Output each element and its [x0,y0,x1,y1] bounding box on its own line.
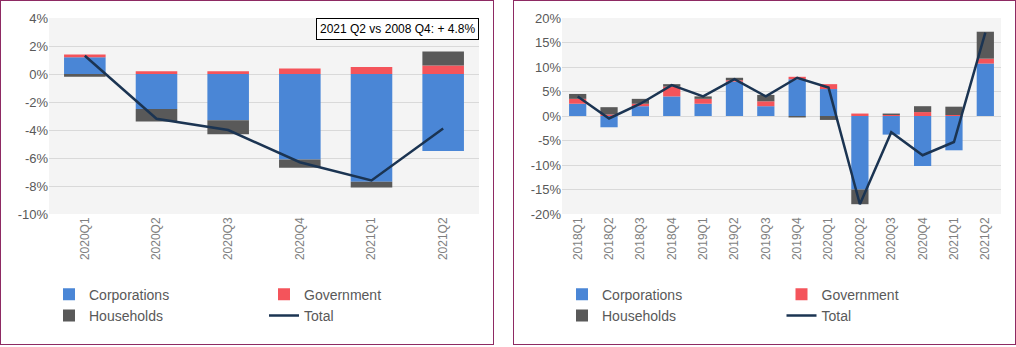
svg-text:2019Q4: 2019Q4 [790,217,804,260]
svg-text:10%: 10% [535,60,561,75]
svg-text:-4%: -4% [25,123,49,138]
svg-text:2021Q2: 2021Q2 [436,217,450,260]
svg-text:Total: Total [822,308,852,324]
svg-text:-8%: -8% [25,179,49,194]
svg-text:Government: Government [304,287,381,303]
svg-text:-20%: -20% [531,207,562,222]
svg-text:2%: 2% [29,39,48,54]
svg-text:2020Q2: 2020Q2 [853,217,867,260]
svg-text:-6%: -6% [25,151,49,166]
svg-text:2020Q2: 2020Q2 [149,217,163,260]
svg-text:2021 Q2 vs 2008 Q4: + 4.8%: 2021 Q2 vs 2008 Q4: + 4.8% [320,22,475,36]
svg-text:2018Q1: 2018Q1 [571,217,585,260]
svg-text:2020Q1: 2020Q1 [78,217,92,260]
svg-text:2018Q3: 2018Q3 [633,217,647,260]
svg-text:2019Q2: 2019Q2 [727,217,741,260]
svg-text:2019Q3: 2019Q3 [759,217,773,260]
svg-text:2020Q3: 2020Q3 [221,217,235,260]
svg-text:-10%: -10% [18,207,49,222]
svg-text:0%: 0% [542,109,561,124]
svg-text:0%: 0% [29,67,48,82]
svg-text:Government: Government [822,287,899,303]
svg-text:-15%: -15% [531,182,562,197]
svg-text:Total: Total [304,308,334,324]
svg-text:-10%: -10% [531,158,562,173]
svg-text:Households: Households [602,308,676,324]
svg-text:2021Q2: 2021Q2 [978,217,992,260]
svg-text:2020Q1: 2020Q1 [821,217,835,260]
svg-text:Corporations: Corporations [89,287,169,303]
svg-text:2018Q4: 2018Q4 [665,217,679,260]
svg-text:2021Q1: 2021Q1 [947,217,961,260]
svg-text:20%: 20% [535,11,561,26]
svg-text:2020Q4: 2020Q4 [916,217,930,260]
svg-text:Households: Households [89,308,163,324]
svg-text:-2%: -2% [25,95,49,110]
svg-text:2020Q4: 2020Q4 [293,217,307,260]
svg-text:2019Q1: 2019Q1 [696,217,710,260]
svg-text:2021Q1: 2021Q1 [364,217,378,260]
svg-text:-5%: -5% [538,133,562,148]
svg-text:15%: 15% [535,35,561,50]
svg-text:4%: 4% [29,11,48,26]
svg-text:2018Q2: 2018Q2 [602,217,616,260]
svg-text:2020Q3: 2020Q3 [884,217,898,260]
svg-text:Corporations: Corporations [602,287,682,303]
svg-text:5%: 5% [542,84,561,99]
